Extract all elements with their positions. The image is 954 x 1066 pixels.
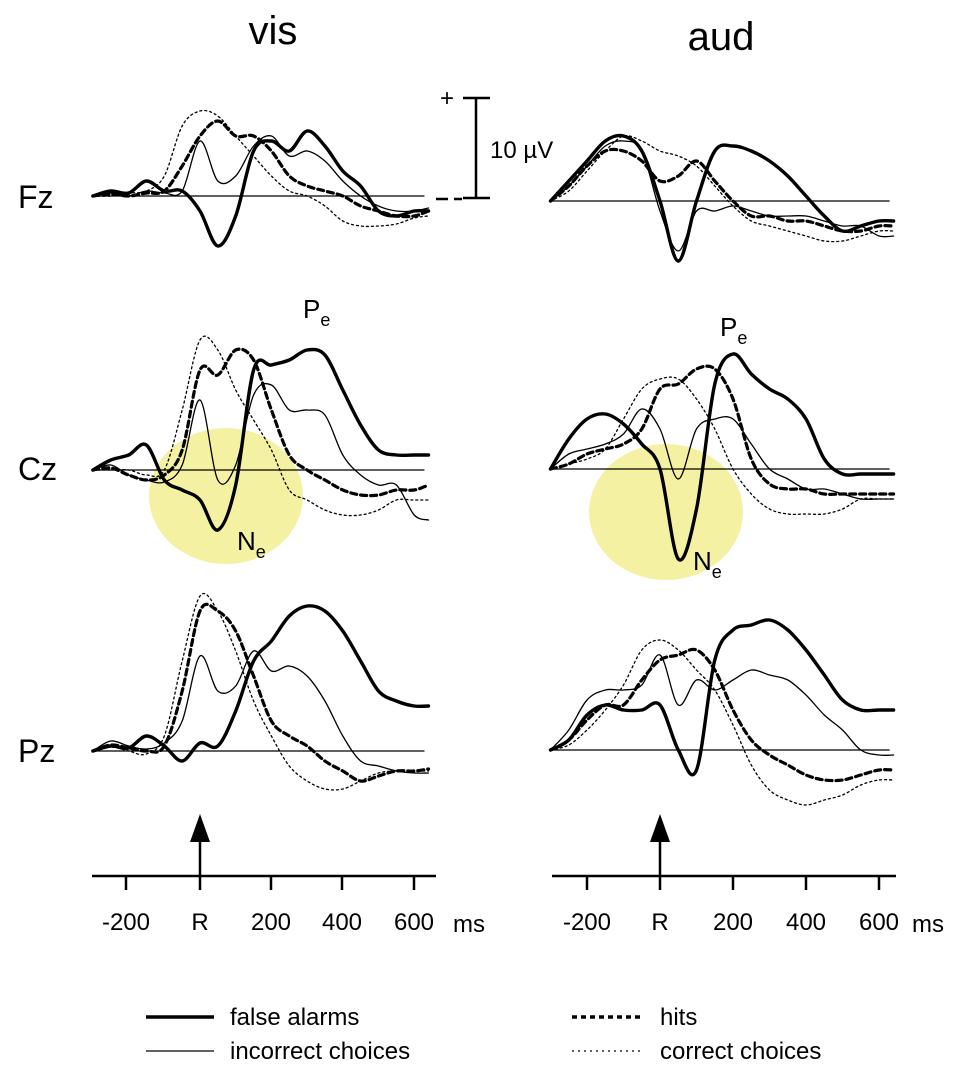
ne-highlight-vis [149,428,303,564]
trace-vis-fz-correct-choices [92,109,430,228]
trace-vis-pz-incorrect-choices [92,650,430,774]
trace-vis-fz-false-alarms [91,129,431,248]
panel-title-vis: vis [249,9,298,53]
panel-title-aud: aud [688,15,755,59]
electrode-label-cz: Cz [18,451,57,487]
x-axis-aud [552,874,896,890]
tick-label-aud-400: 400 [786,909,826,936]
trace-vis-pz-hits [91,602,431,783]
ne-annotation-vis: Ne [237,526,266,562]
trace-vis-fz-incorrect-choices [92,135,430,213]
pe-annotation-vis: Pe [303,294,330,330]
pe-annotation-aud: Pe [720,312,747,348]
axis-unit-vis: ms [453,911,485,938]
trace-vis-cz-correct-choices [92,335,430,517]
scale-bar [436,96,490,201]
scale-bar-plus: + [440,85,454,112]
tick-label-vis-400: 400 [322,909,362,936]
legend-label-incorrect-choices: incorrect choices [230,1038,410,1065]
response-arrow-vis [190,814,210,876]
axis-unit-aud: ms [912,911,944,938]
x-axis-vis [92,874,436,890]
scale-bar-label: 10 µV [490,137,553,164]
tick-label-aud-minus200: -200 [563,909,611,936]
trace-aud-fz-hits [548,147,896,234]
tick-label-vis-600: 600 [394,909,434,936]
trace-aud-cz-false-alarms [548,352,896,562]
svg-text:Pe: Pe [303,294,330,330]
electrode-label-pz: Pz [18,733,55,769]
trace-aud-fz-correct-choices [549,134,895,243]
trace-vis-cz-false-alarms [91,347,431,532]
svg-text:Pe: Pe [720,312,747,348]
trace-aud-pz-correct-choices [549,639,895,806]
ne-annotation-aud: Ne [693,546,722,582]
trace-aud-pz-hits [548,647,896,783]
ne-highlight-aud [589,444,743,580]
trace-vis-fz-hits [91,119,431,219]
legend-label-false-alarms: false alarms [230,1004,359,1031]
svg-text:Ne: Ne [237,526,266,562]
tick-label-vis-r: R [191,909,208,936]
tick-label-aud-600: 600 [859,909,899,936]
trace-vis-pz-false-alarms [91,604,431,763]
trace-layer [91,109,896,806]
electrode-label-fz: Fz [18,179,54,215]
tick-label-aud-200: 200 [713,909,753,936]
tick-label-vis-minus200: -200 [102,909,150,936]
legend: false alarms incorrect choices hits corr… [146,1004,821,1065]
trace-aud-cz-hits [548,364,896,496]
tick-label-aud-r: R [651,909,668,936]
response-arrow-aud [650,814,670,876]
trace-aud-fz-incorrect-choices [549,140,895,252]
svg-text:Ne: Ne [693,546,722,582]
trace-vis-pz-correct-choices [92,592,430,791]
trace-vis-cz-hits [91,347,431,498]
trace-aud-cz-correct-choices [549,376,895,516]
trace-aud-pz-false-alarms [548,618,896,777]
legend-label-hits: hits [660,1004,697,1031]
tick-label-vis-200: 200 [251,909,291,936]
legend-label-correct-choices: correct choices [660,1038,821,1065]
